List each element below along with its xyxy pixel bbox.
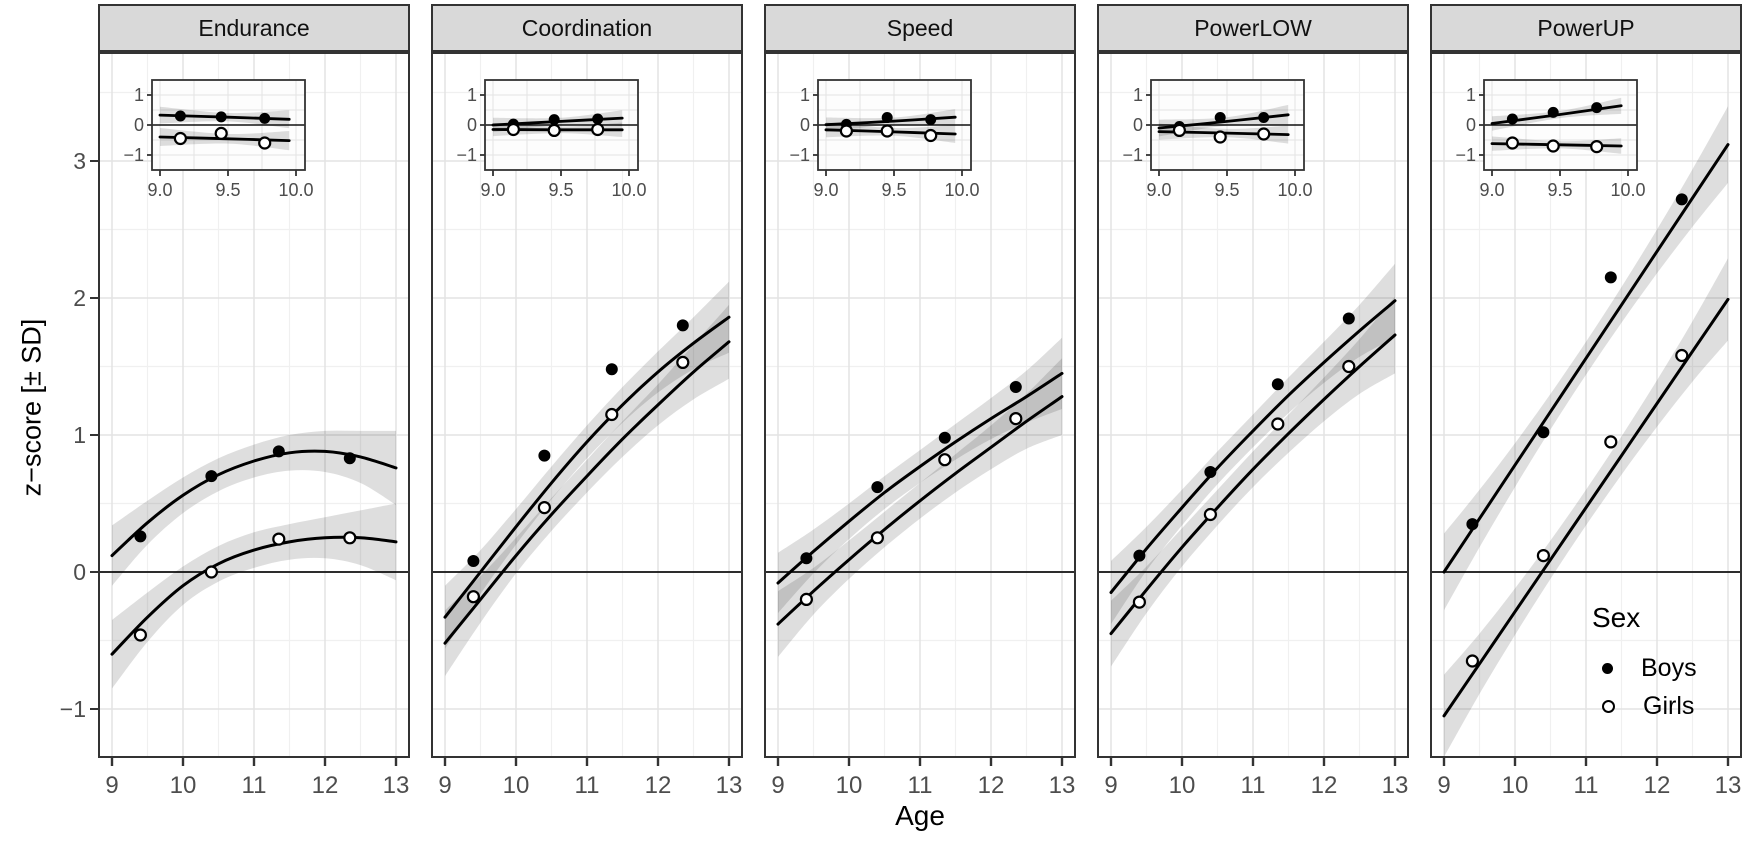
y-tick-label: −1	[59, 696, 86, 722]
svg-text:9.5: 9.5	[215, 180, 240, 200]
facet-strip: PowerLOW	[1097, 4, 1409, 52]
svg-text:10: 10	[836, 772, 863, 799]
svg-text:12: 12	[645, 772, 672, 799]
svg-text:0: 0	[467, 115, 477, 135]
svg-text:−1: −1	[1455, 145, 1476, 165]
svg-text:9.5: 9.5	[1547, 180, 1572, 200]
facet-title: Endurance	[198, 14, 310, 41]
svg-text:10.0: 10.0	[1610, 180, 1645, 200]
svg-text:10.0: 10.0	[1277, 180, 1312, 200]
svg-text:9: 9	[1104, 772, 1117, 799]
svg-text:9: 9	[1437, 772, 1450, 799]
svg-text:−1: −1	[789, 145, 810, 165]
main-chart: 9 10 11 12 13	[1097, 52, 1409, 799]
svg-text:10.0: 10.0	[611, 180, 646, 200]
svg-text:1: 1	[467, 85, 477, 105]
facet-speed: Speed 9 10 11 12 13 1 0 −1 9.0 9.5 10.0	[764, 4, 1076, 799]
svg-text:10: 10	[170, 772, 197, 799]
svg-text:11: 11	[242, 772, 267, 799]
y-tick-mark	[90, 708, 98, 710]
main-chart: 9 10 11 12 13	[764, 52, 1076, 799]
svg-text:9: 9	[771, 772, 784, 799]
svg-text:0: 0	[1133, 115, 1143, 135]
svg-text:13: 13	[1382, 772, 1409, 799]
svg-text:1: 1	[1466, 85, 1476, 105]
legend-label-boys: Boys	[1641, 654, 1697, 682]
legend-item-girls: Girls	[1568, 692, 1740, 721]
legend-title: Sex	[1592, 602, 1641, 633]
y-axis-title: z−score [± SD]	[16, 318, 47, 497]
inset-chart: 1 0 −19.0 9.5 10.0	[456, 79, 647, 200]
svg-text:9: 9	[438, 772, 451, 799]
facet-powerlow: PowerLOW 9 10 11 12 13 1 0 −1 9.0 9.5 10.0	[1097, 4, 1409, 799]
y-tick-mark	[90, 297, 98, 299]
svg-text:10: 10	[503, 772, 530, 799]
facet-strip: Coordination	[431, 4, 743, 52]
svg-text:12: 12	[1644, 772, 1671, 799]
y-tick-label: 3	[73, 148, 86, 174]
facet-strip: Endurance	[98, 4, 410, 52]
svg-text:1: 1	[134, 85, 144, 105]
svg-text:0: 0	[1466, 115, 1476, 135]
svg-text:9.5: 9.5	[881, 180, 906, 200]
svg-text:9.0: 9.0	[480, 180, 505, 200]
facet-title: PowerLOW	[1194, 14, 1312, 41]
main-chart: 9 10 11 12 13	[1430, 52, 1742, 799]
svg-text:13: 13	[716, 772, 743, 799]
svg-text:−1: −1	[456, 145, 477, 165]
svg-text:9.0: 9.0	[813, 180, 838, 200]
inset-chart: 1 0 −19.0 9.5 10.0	[1122, 79, 1313, 200]
svg-text:10.0: 10.0	[278, 180, 313, 200]
facet-title: Coordination	[521, 14, 653, 41]
legend-item-boys: Boys	[1568, 654, 1740, 683]
facet-endurance: Endurance 9 10 11 12 13 1 0 −1 9.0 9.5 10.0	[98, 4, 410, 799]
svg-text:0: 0	[800, 115, 810, 135]
facet-strip: Speed	[764, 4, 1076, 52]
svg-text:1: 1	[800, 85, 810, 105]
facet-title: PowerUP	[1537, 14, 1635, 41]
y-tick-mark	[90, 160, 98, 162]
y-tick-mark	[90, 434, 98, 436]
svg-text:10.0: 10.0	[944, 180, 979, 200]
svg-text:9: 9	[105, 772, 118, 799]
svg-text:10: 10	[1169, 772, 1196, 799]
svg-text:11: 11	[575, 772, 600, 799]
facet-strip: PowerUP	[1430, 4, 1742, 52]
legend: Sex Boys Girls	[1568, 602, 1740, 730]
facet-title: Speed	[886, 14, 954, 41]
boys-filled-circle-icon	[1602, 663, 1613, 674]
svg-text:−1: −1	[123, 145, 144, 165]
svg-text:−1: −1	[1122, 145, 1143, 165]
inset-chart: 1 0 −19.0 9.5 10.0	[789, 79, 980, 200]
svg-text:12: 12	[978, 772, 1005, 799]
legend-label-girls: Girls	[1643, 692, 1695, 720]
y-tick-mark	[90, 571, 98, 573]
svg-text:13: 13	[383, 772, 410, 799]
y-tick-label: 2	[73, 285, 86, 311]
svg-text:9.5: 9.5	[1214, 180, 1239, 200]
svg-text:11: 11	[1574, 772, 1599, 799]
x-axis-title: Age	[895, 800, 945, 831]
girls-open-circle-icon	[1602, 700, 1615, 713]
inset-chart: 1 0 −19.0 9.5 10.0	[1455, 79, 1646, 200]
svg-text:12: 12	[1311, 772, 1338, 799]
inset-chart: 1 0 −19.0 9.5 10.0	[123, 79, 314, 200]
svg-text:9.0: 9.0	[147, 180, 172, 200]
svg-text:9.5: 9.5	[548, 180, 573, 200]
svg-text:1: 1	[1133, 85, 1143, 105]
svg-text:11: 11	[908, 772, 933, 799]
svg-text:0: 0	[134, 115, 144, 135]
svg-text:9.0: 9.0	[1479, 180, 1504, 200]
facet-powerup: PowerUP 9 10 11 12 13 1 0 −1 9.0 9.5 10.0	[1430, 4, 1742, 799]
svg-text:13: 13	[1715, 772, 1742, 799]
svg-text:13: 13	[1049, 772, 1076, 799]
y-tick-label: 0	[73, 559, 86, 585]
svg-text:12: 12	[312, 772, 339, 799]
y-tick-label: 1	[73, 422, 86, 448]
svg-text:10: 10	[1502, 772, 1529, 799]
facet-coordination: Coordination 9 10 11 12 13 1 0 −1 9.0 9.5 10.0	[431, 4, 743, 799]
svg-text:11: 11	[1241, 772, 1266, 799]
svg-text:9.0: 9.0	[1146, 180, 1171, 200]
